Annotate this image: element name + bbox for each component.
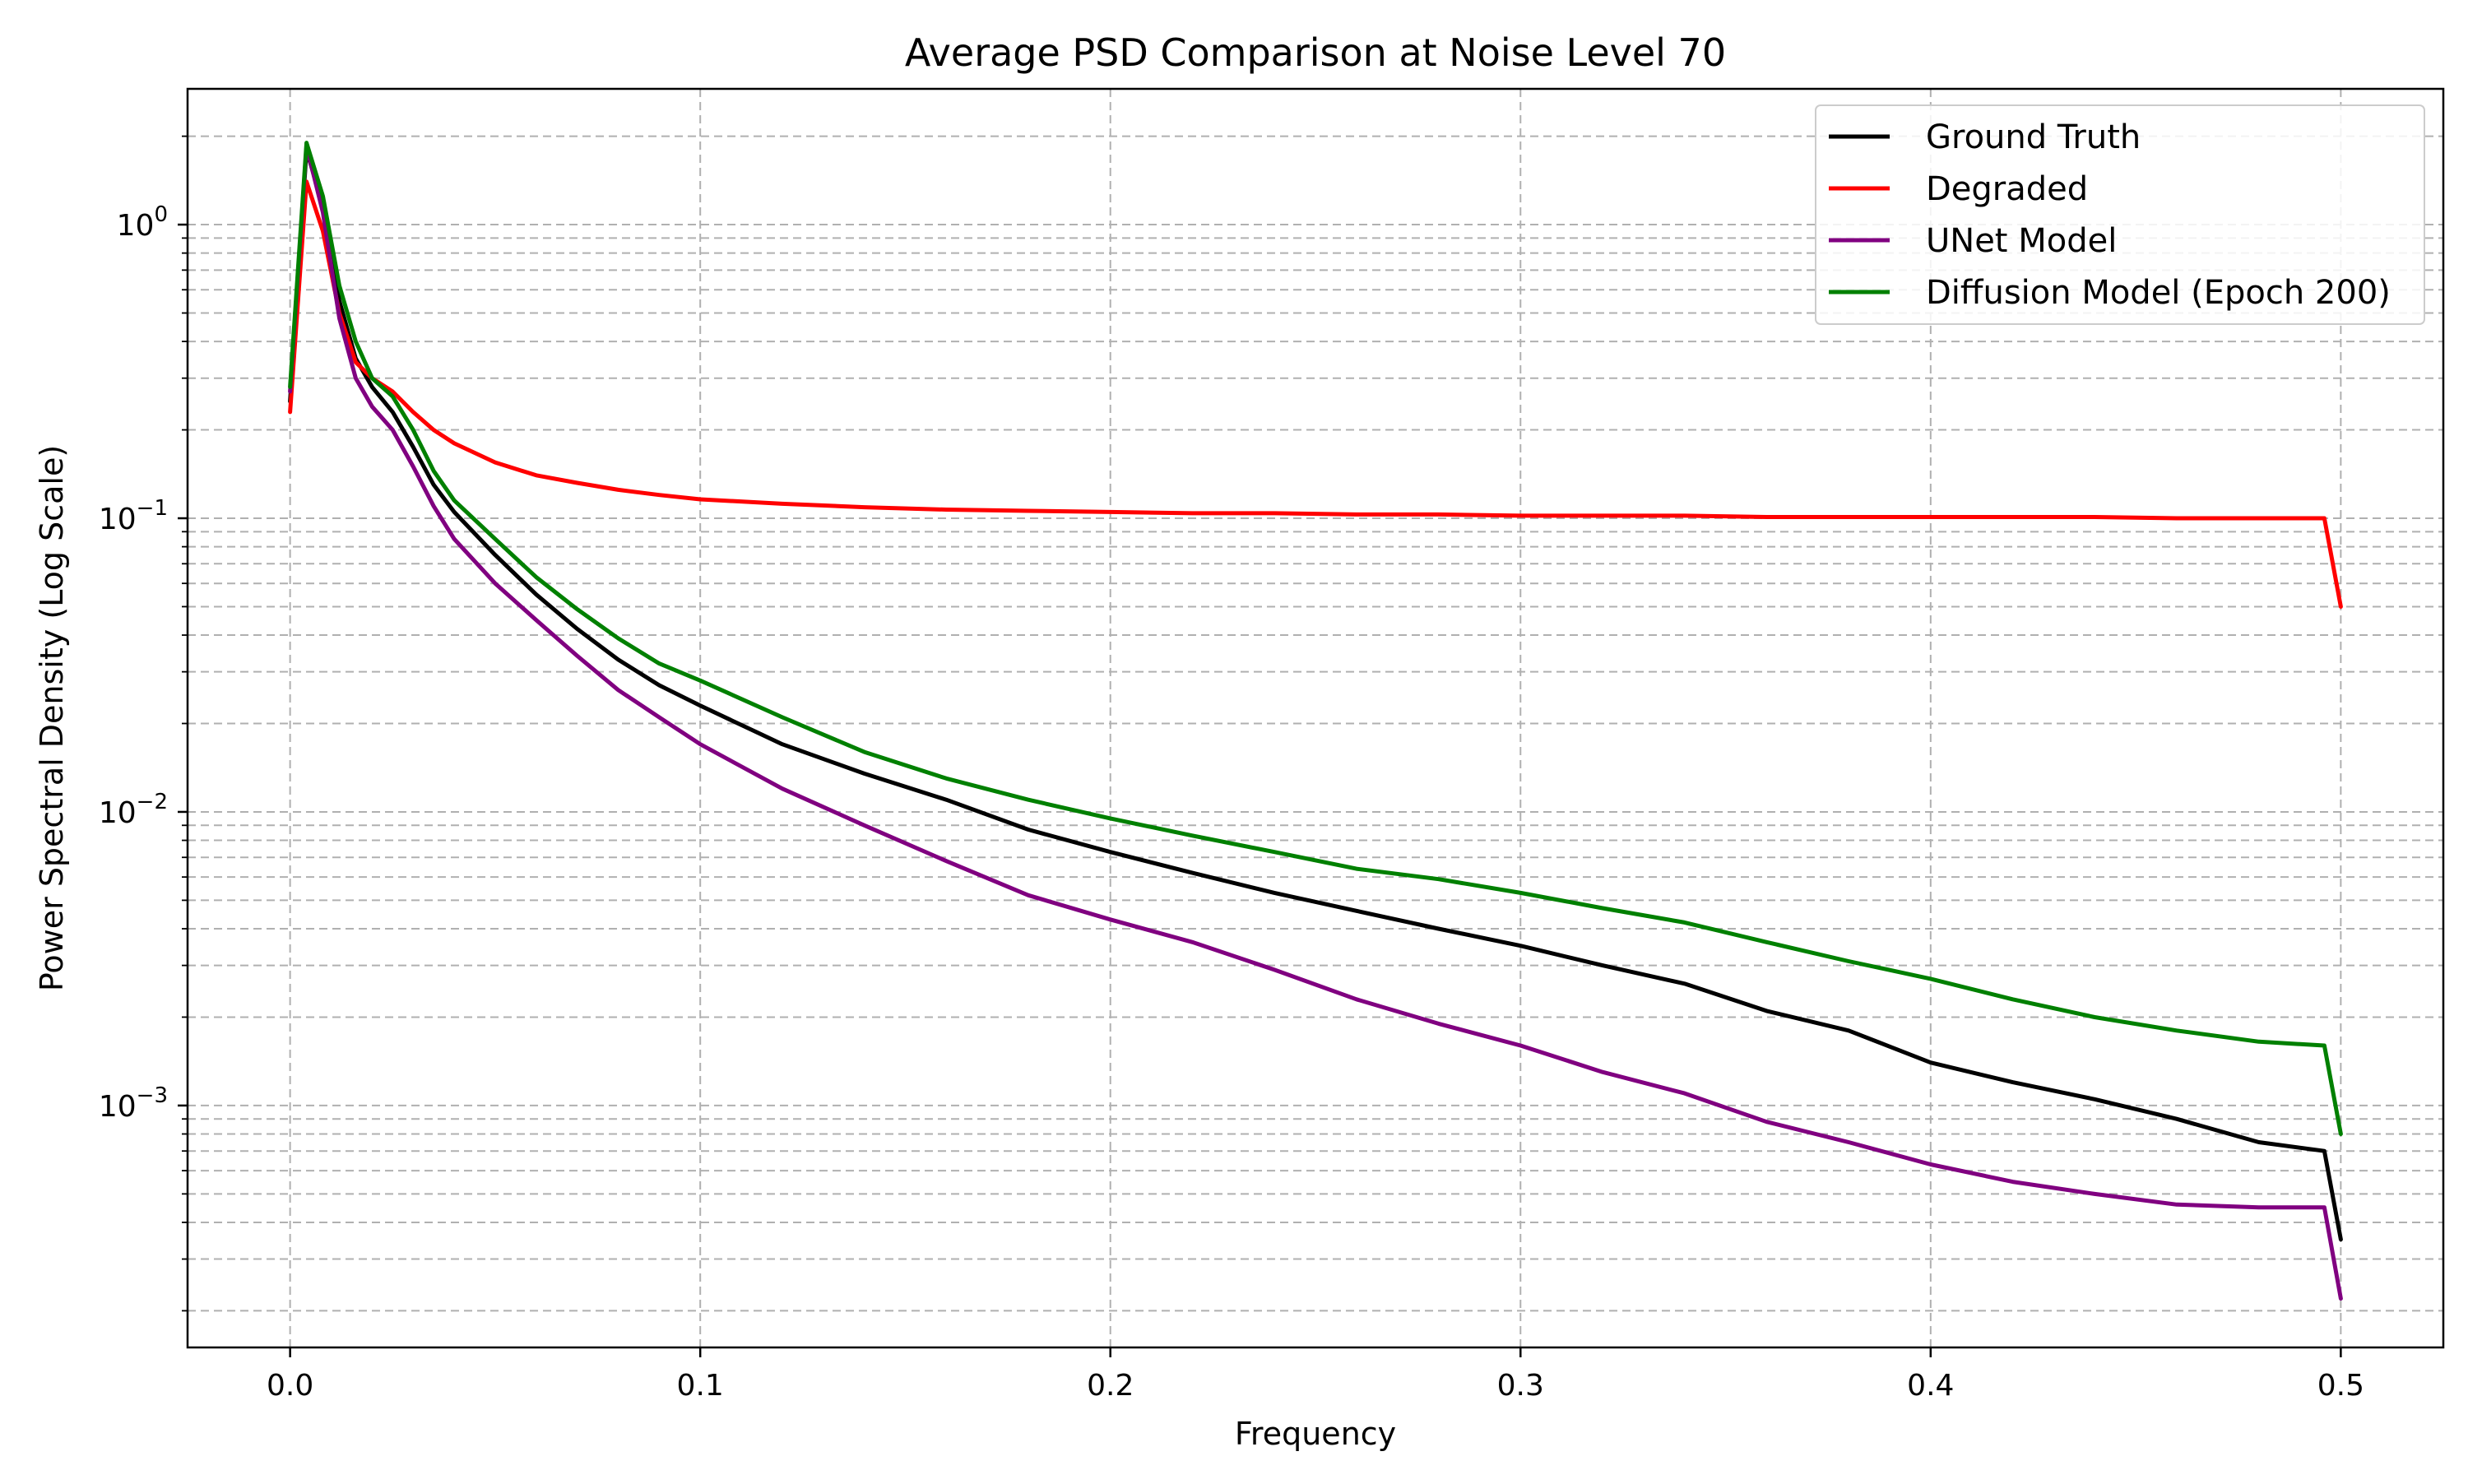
- x-tick-label: 0.1: [677, 1369, 724, 1403]
- x-tick-label: 0.0: [267, 1369, 313, 1403]
- legend-label: UNet Model: [1926, 222, 2117, 260]
- legend-label: Degraded: [1926, 170, 2088, 208]
- series-line: [288, 141, 2343, 1136]
- y-axis-label: Power Spectral Density (Log Scale): [34, 445, 70, 991]
- chart-title: Average PSD Comparison at Noise Level 70: [905, 30, 1726, 75]
- legend: Ground Truth Degraded UNet Model Diffusion …: [1815, 104, 2425, 325]
- x-axis-label: Frequency: [1235, 1416, 1396, 1452]
- axis-ticks: 0.0 0.1 0.2 0.3 0.4 0.5 10−3 10−2 10−1 100: [99, 135, 2364, 1403]
- series-line: [288, 147, 2343, 1242]
- legend-label: Ground Truth: [1926, 118, 2141, 156]
- x-tick-label: 0.2: [1087, 1369, 1134, 1403]
- x-tick-label: 0.3: [1497, 1369, 1544, 1403]
- y-tick-label: 10−2: [99, 790, 168, 830]
- series-lines: [288, 141, 2343, 1301]
- x-tick-label: 0.4: [1907, 1369, 1954, 1403]
- legend-label: Diffusion Model (Epoch 200): [1926, 274, 2391, 312]
- grid-lines: [188, 89, 2443, 1347]
- series-line: [288, 179, 2343, 609]
- y-tick-label: 10−1: [99, 496, 168, 536]
- y-tick-label: 10−3: [99, 1083, 168, 1124]
- legend-box: [1815, 104, 2425, 325]
- series-line: [288, 144, 2343, 1301]
- plot-area-frame: [186, 87, 2445, 1349]
- x-tick-label: 0.5: [2317, 1369, 2364, 1403]
- y-tick-label: 100: [117, 202, 168, 243]
